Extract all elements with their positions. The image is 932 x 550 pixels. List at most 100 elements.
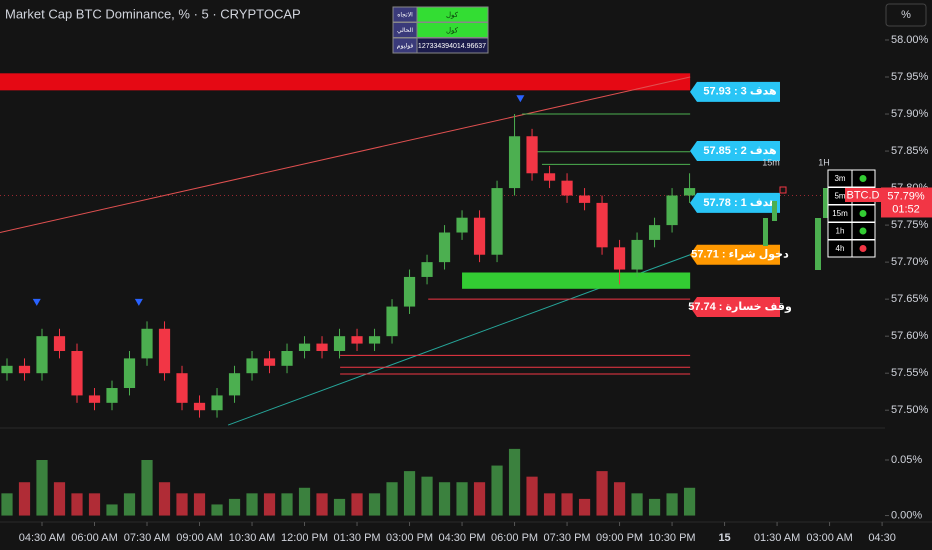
volume-bar	[561, 493, 573, 516]
tf-label: 4h	[836, 244, 845, 253]
volume-bar	[631, 493, 643, 516]
candle-body	[106, 388, 118, 403]
volume-bar	[88, 493, 101, 516]
candle-body	[246, 358, 258, 374]
level-label: دخول شراء : 57.71	[691, 249, 789, 261]
candle-body	[36, 336, 48, 374]
info-value: كول	[446, 26, 459, 34]
volume-bar	[368, 493, 381, 516]
scale-button[interactable]	[885, 3, 927, 27]
level-label: هدف 1 : 57.78	[703, 197, 776, 209]
volume-bar	[438, 482, 451, 516]
volume-bar	[316, 493, 328, 516]
y-tick-label: 0.05%	[891, 454, 922, 466]
mini-marker	[779, 186, 787, 194]
mini-candle	[815, 218, 821, 270]
y-tick-label: 57.65%	[891, 293, 929, 305]
volume-bar	[36, 460, 48, 516]
volume-bar	[386, 482, 398, 516]
y-tick-label: 57.60%	[891, 330, 929, 342]
volume-bar	[1, 493, 13, 516]
chart-title: Market Cap BTC Dominance, % · 5 · CRYPTO…	[5, 6, 301, 21]
countdown: 01:52	[892, 203, 920, 215]
signal-marker	[134, 298, 143, 306]
tf-label: 1h	[836, 227, 845, 236]
tf-status	[859, 175, 867, 182]
candle-body	[578, 195, 591, 203]
volume-bar	[193, 493, 206, 516]
x-tick-label: 04:30 AM	[19, 532, 65, 544]
volume-bar	[141, 460, 153, 516]
candle-body	[648, 225, 661, 240]
x-tick-label: 15	[718, 532, 730, 544]
candle-body	[421, 262, 433, 277]
tf-label: 5m	[834, 192, 845, 201]
tf-label: 15m	[832, 209, 848, 218]
x-tick-label: 04:30	[868, 532, 896, 544]
x-tick-label: 09:00 PM	[596, 532, 643, 544]
trendline	[0, 76, 691, 233]
x-tick-label: 09:00 AM	[176, 532, 222, 544]
tf-status	[859, 210, 867, 217]
candle-body	[333, 336, 346, 351]
candle-body	[543, 173, 556, 181]
info-cell	[416, 37, 489, 54]
tf-status	[859, 245, 867, 252]
level-label: هدف 3 : 57.93	[703, 86, 776, 98]
mini-label: 15m	[762, 157, 780, 167]
y-tick-label: 57.90%	[891, 108, 929, 120]
candle-body	[263, 358, 276, 366]
candle-body	[123, 358, 136, 389]
x-tick-label: 07:30 PM	[544, 532, 591, 544]
volume-bar	[543, 493, 556, 516]
level-label-box	[690, 81, 780, 102]
volume-bar	[263, 493, 276, 516]
volume-bar	[683, 487, 696, 516]
volume-bar	[648, 498, 661, 516]
volume-bar	[211, 504, 223, 516]
candle-body	[438, 232, 451, 263]
volume-bar	[403, 471, 416, 516]
y-tick-label: 57.70%	[891, 256, 929, 268]
tf-label: 3m	[834, 174, 845, 183]
price-box	[881, 187, 932, 218]
candle-body	[403, 276, 416, 307]
candle-body	[1, 365, 13, 374]
x-tick-label: 06:00 AM	[71, 532, 117, 544]
candle-body	[176, 373, 188, 403]
info-value: كول	[446, 11, 459, 19]
x-tick-label: 04:30 PM	[438, 532, 485, 544]
x-tick-label: 01:30 PM	[333, 532, 380, 544]
x-tick-label: 12:00 PM	[281, 532, 328, 544]
volume-bar	[246, 493, 258, 516]
candle-body	[683, 188, 696, 196]
scale-button-label[interactable]: %	[901, 9, 911, 21]
candle-body	[211, 395, 223, 411]
candle-body	[508, 136, 521, 189]
y-tick-label: 57.55%	[891, 367, 929, 379]
volume-bar	[228, 498, 241, 516]
volume-bar	[123, 493, 136, 516]
candle-body	[281, 350, 293, 366]
level-label-box	[690, 297, 780, 317]
candle-body	[228, 373, 241, 396]
signal-marker	[516, 95, 525, 103]
buy-zone	[462, 272, 691, 289]
info-key: الحالي	[397, 27, 413, 34]
candle-body	[316, 343, 328, 351]
volume-bar	[281, 493, 293, 516]
x-tick-label: 03:00 AM	[806, 532, 852, 544]
candle-body	[53, 336, 66, 351]
volume-bar	[18, 482, 31, 516]
y-tick-label: 58.00%	[891, 34, 929, 46]
volume-bar	[578, 498, 591, 516]
price-label: 57.79%	[887, 190, 925, 202]
volume-bar	[596, 471, 608, 516]
candle-body	[596, 202, 608, 248]
mini-candle	[823, 188, 829, 218]
volume-bar	[666, 493, 678, 516]
level-label-box	[690, 141, 780, 162]
volume-bar	[53, 482, 66, 516]
candle-body	[386, 306, 398, 337]
info-value: 127334394014.96637	[418, 43, 486, 50]
